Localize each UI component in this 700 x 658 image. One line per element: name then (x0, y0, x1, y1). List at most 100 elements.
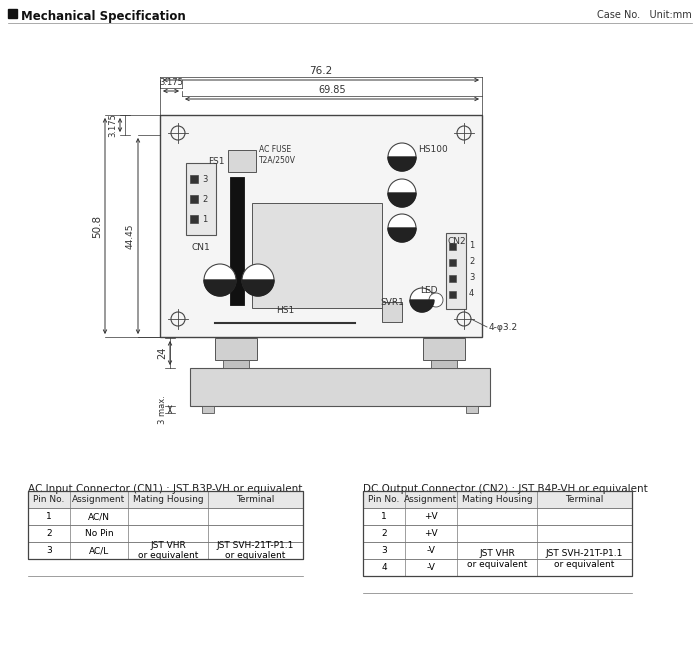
Bar (202, 406, 214, 413)
Bar (230, 177, 244, 305)
Text: HS100: HS100 (418, 145, 448, 153)
Bar (8, 9, 17, 18)
Text: -V: -V (426, 563, 435, 572)
Text: Mating Housing: Mating Housing (462, 495, 532, 504)
Polygon shape (388, 157, 416, 171)
Bar (446, 233, 466, 309)
Text: AC FUSE
T2A/250V: AC FUSE T2A/250V (259, 145, 296, 164)
Text: 3.175: 3.175 (108, 113, 117, 137)
Bar (28, 542, 303, 559)
Bar (431, 360, 457, 368)
Bar (190, 175, 198, 183)
Bar (28, 491, 303, 508)
Bar (190, 368, 490, 406)
Text: 1: 1 (202, 215, 207, 224)
Text: LED: LED (420, 286, 438, 295)
Bar (423, 338, 465, 360)
Text: DC Output Connector (CN2) : JST B4P-VH or equivalent: DC Output Connector (CN2) : JST B4P-VH o… (363, 484, 648, 494)
Bar (228, 150, 256, 172)
Text: Pin No.: Pin No. (368, 495, 400, 504)
Text: Case No.   Unit:mm: Case No. Unit:mm (597, 10, 692, 20)
Bar (28, 508, 303, 525)
Bar (223, 360, 249, 368)
Text: 4: 4 (469, 290, 475, 299)
Bar (190, 195, 198, 203)
Circle shape (388, 143, 416, 171)
Bar (449, 243, 456, 250)
Text: 44.45: 44.45 (126, 223, 135, 249)
Bar (363, 508, 632, 525)
Text: JST VHR
or equivalent: JST VHR or equivalent (138, 541, 198, 560)
Text: +V: +V (424, 512, 438, 521)
Text: HS1: HS1 (276, 306, 294, 315)
Text: 3: 3 (381, 546, 387, 555)
Text: No Pin: No Pin (85, 529, 113, 538)
Text: Assignment: Assignment (72, 495, 125, 504)
Text: 2: 2 (202, 195, 207, 203)
Text: Mechanical Specification: Mechanical Specification (21, 10, 186, 23)
Text: 3: 3 (46, 546, 52, 555)
Text: Terminal: Terminal (566, 495, 603, 504)
Text: 1: 1 (469, 241, 475, 251)
Text: 4: 4 (382, 563, 387, 572)
Text: JST SVH-21T-P1.1
or equivalent: JST SVH-21T-P1.1 or equivalent (546, 549, 623, 569)
Bar (449, 291, 456, 298)
Text: AC/L: AC/L (89, 546, 109, 555)
Text: Assignment: Assignment (405, 495, 458, 504)
Text: 1: 1 (46, 512, 52, 521)
Text: JST VHR
or equivalent: JST VHR or equivalent (467, 549, 527, 569)
Bar (363, 491, 632, 508)
Text: 1: 1 (381, 512, 387, 521)
Bar (215, 338, 257, 360)
Text: JST SVH-21T-P1.1
or equivalent: JST SVH-21T-P1.1 or equivalent (217, 541, 294, 560)
Polygon shape (388, 193, 416, 207)
Text: FS1: FS1 (209, 157, 225, 166)
Text: 2: 2 (469, 257, 475, 266)
Text: AC Input Connector (CN1) : JST B3P-VH or equivalent: AC Input Connector (CN1) : JST B3P-VH or… (28, 484, 302, 494)
Bar (363, 559, 632, 576)
Circle shape (388, 214, 416, 242)
Polygon shape (204, 280, 236, 296)
Text: Pin No.: Pin No. (34, 495, 64, 504)
Text: 2: 2 (382, 529, 387, 538)
Text: AC/N: AC/N (88, 512, 110, 521)
Text: 3.175: 3.175 (159, 78, 183, 87)
Text: -V: -V (426, 546, 435, 555)
Text: 76.2: 76.2 (309, 66, 332, 76)
Bar (363, 525, 632, 542)
Text: +V: +V (424, 529, 438, 538)
Polygon shape (388, 228, 416, 242)
Bar (190, 215, 198, 223)
Circle shape (242, 264, 274, 296)
Text: SVR1: SVR1 (380, 298, 404, 307)
Polygon shape (410, 300, 434, 312)
Bar (449, 259, 456, 266)
Text: 24: 24 (157, 347, 167, 359)
Bar (28, 525, 303, 542)
Bar (160, 115, 482, 337)
Text: 69.85: 69.85 (318, 85, 346, 95)
Bar (363, 491, 632, 576)
Text: 50.8: 50.8 (92, 215, 102, 238)
Bar (449, 275, 456, 282)
Text: 3: 3 (469, 274, 475, 282)
Bar (252, 203, 382, 308)
Text: 3: 3 (202, 174, 207, 184)
Text: 2: 2 (46, 529, 52, 538)
Bar (382, 302, 402, 322)
Bar (466, 406, 478, 413)
Circle shape (388, 179, 416, 207)
Text: 3 max.: 3 max. (158, 395, 167, 424)
Text: 4-φ3.2: 4-φ3.2 (489, 322, 518, 332)
Text: Mating Housing: Mating Housing (133, 495, 203, 504)
Bar (363, 542, 632, 559)
Text: CN2: CN2 (447, 236, 466, 245)
Bar (186, 163, 216, 235)
Text: Terminal: Terminal (237, 495, 274, 504)
Circle shape (204, 264, 236, 296)
Polygon shape (242, 280, 274, 296)
Bar (28, 491, 303, 559)
Text: CN1: CN1 (192, 243, 211, 252)
Circle shape (410, 288, 434, 312)
Circle shape (429, 293, 443, 307)
